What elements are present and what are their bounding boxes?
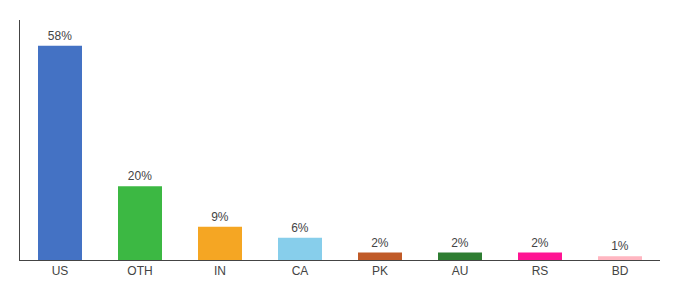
- svg-text:9%: 9%: [211, 210, 229, 224]
- svg-text:CA: CA: [292, 264, 309, 278]
- svg-text:2%: 2%: [371, 236, 389, 250]
- svg-text:AU: AU: [452, 264, 469, 278]
- svg-text:2%: 2%: [531, 236, 549, 250]
- svg-text:BD: BD: [612, 264, 629, 278]
- svg-text:20%: 20%: [128, 169, 152, 183]
- svg-text:OTH: OTH: [127, 264, 152, 278]
- svg-text:RS: RS: [532, 264, 549, 278]
- svg-text:2%: 2%: [451, 236, 469, 250]
- svg-text:PK: PK: [372, 264, 388, 278]
- svg-text:1%: 1%: [611, 239, 629, 253]
- svg-text:6%: 6%: [291, 221, 309, 235]
- svg-text:58%: 58%: [48, 29, 72, 43]
- svg-text:US: US: [52, 264, 69, 278]
- svg-text:IN: IN: [214, 264, 226, 278]
